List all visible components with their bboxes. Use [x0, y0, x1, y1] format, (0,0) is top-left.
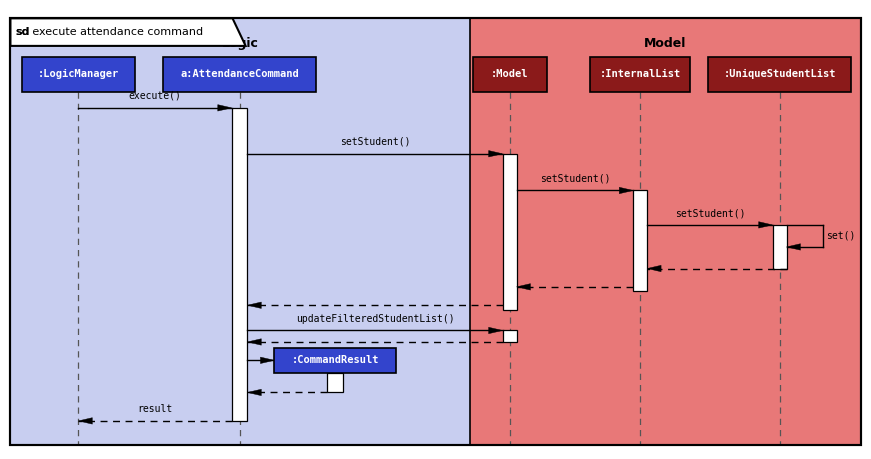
Polygon shape — [489, 327, 503, 334]
Bar — [503, 154, 517, 310]
Polygon shape — [489, 151, 503, 157]
Bar — [327, 373, 343, 392]
Bar — [164, 57, 316, 91]
Text: sd: sd — [16, 27, 30, 37]
Text: :InternalList: :InternalList — [599, 69, 681, 79]
Polygon shape — [647, 265, 661, 272]
Polygon shape — [247, 302, 261, 308]
Polygon shape — [247, 389, 261, 396]
Polygon shape — [218, 105, 232, 111]
Text: Logic: Logic — [222, 37, 259, 50]
Bar — [10, 18, 470, 445]
Text: setStudent(): setStudent() — [540, 174, 610, 184]
Bar — [591, 57, 690, 91]
Text: set(): set() — [826, 231, 855, 241]
Text: sd execute attendance command: sd execute attendance command — [16, 27, 203, 37]
Text: :Model: :Model — [490, 69, 529, 79]
Polygon shape — [759, 222, 773, 228]
Text: a:AttendanceCommand: a:AttendanceCommand — [180, 69, 299, 79]
Bar — [633, 190, 647, 291]
Text: :UniqueStudentList: :UniqueStudentList — [723, 69, 836, 79]
Bar — [773, 225, 787, 269]
Text: setStudent(): setStudent() — [675, 208, 745, 218]
Bar — [470, 18, 861, 445]
Polygon shape — [247, 339, 261, 345]
Text: updateFilteredStudentList(): updateFilteredStudentList() — [295, 313, 455, 324]
Polygon shape — [517, 284, 530, 290]
Bar — [274, 348, 396, 373]
Text: setStudent(): setStudent() — [340, 137, 410, 147]
Polygon shape — [787, 244, 800, 250]
Polygon shape — [10, 18, 246, 46]
Polygon shape — [619, 187, 633, 194]
Text: Model: Model — [645, 37, 686, 50]
Text: :LogicManager: :LogicManager — [37, 69, 119, 79]
Polygon shape — [78, 418, 92, 424]
Bar — [707, 57, 852, 91]
Polygon shape — [260, 357, 274, 364]
Text: :CommandResult: :CommandResult — [292, 355, 379, 365]
Bar — [22, 57, 135, 91]
Bar — [503, 330, 517, 342]
Bar — [472, 57, 547, 91]
Bar — [232, 108, 247, 421]
Text: execute(): execute() — [129, 91, 181, 101]
Text: result: result — [138, 404, 172, 414]
